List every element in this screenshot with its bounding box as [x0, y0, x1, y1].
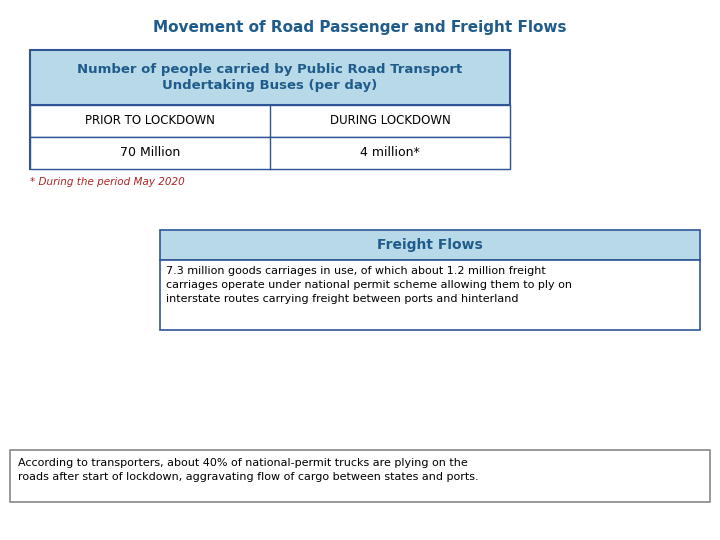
Text: * During the period May 2020: * During the period May 2020	[30, 177, 185, 187]
Text: According to transporters, about 40% of national-permit trucks are plying on the: According to transporters, about 40% of …	[18, 458, 479, 482]
FancyBboxPatch shape	[30, 105, 510, 137]
Text: Freight Flows: Freight Flows	[377, 238, 483, 252]
FancyBboxPatch shape	[30, 50, 510, 105]
FancyBboxPatch shape	[160, 260, 700, 330]
Text: PRIOR TO LOCKDOWN: PRIOR TO LOCKDOWN	[85, 114, 215, 127]
FancyBboxPatch shape	[30, 105, 510, 169]
FancyBboxPatch shape	[30, 50, 510, 105]
Text: Movement of Road Passenger and Freight Flows: Movement of Road Passenger and Freight F…	[153, 20, 567, 35]
FancyBboxPatch shape	[30, 137, 510, 169]
Text: 70 Million: 70 Million	[120, 146, 180, 159]
Text: 7.3 million goods carriages in use, of which about 1.2 million freight
carriages: 7.3 million goods carriages in use, of w…	[166, 266, 572, 304]
Text: DURING LOCKDOWN: DURING LOCKDOWN	[330, 114, 451, 127]
FancyBboxPatch shape	[160, 230, 700, 260]
FancyBboxPatch shape	[10, 450, 710, 502]
Text: Number of people carried by Public Road Transport
Undertaking Buses (per day): Number of people carried by Public Road …	[77, 63, 463, 92]
Text: 4 million*: 4 million*	[360, 146, 420, 159]
